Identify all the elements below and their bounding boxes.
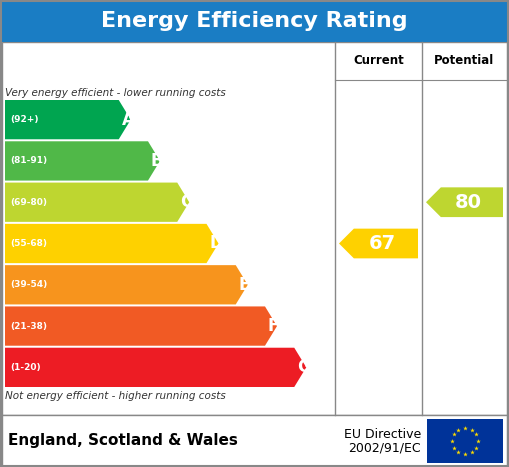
Text: Very energy efficient - lower running costs: Very energy efficient - lower running co… xyxy=(5,88,226,98)
Bar xyxy=(427,419,503,463)
Text: (69-80): (69-80) xyxy=(10,198,47,207)
Bar xyxy=(2,415,507,467)
Text: EU Directive: EU Directive xyxy=(344,427,421,440)
Bar xyxy=(2,42,507,415)
Text: 80: 80 xyxy=(455,193,482,212)
Text: Not energy efficient - higher running costs: Not energy efficient - higher running co… xyxy=(5,391,226,401)
Text: F: F xyxy=(268,317,279,335)
Text: Current: Current xyxy=(353,55,404,68)
Text: C: C xyxy=(180,193,192,211)
Polygon shape xyxy=(339,229,418,258)
Text: A: A xyxy=(122,111,134,128)
Text: D: D xyxy=(210,234,223,253)
Polygon shape xyxy=(5,224,218,263)
Text: England, Scotland & Wales: England, Scotland & Wales xyxy=(8,433,238,448)
Text: (21-38): (21-38) xyxy=(10,322,47,331)
Polygon shape xyxy=(5,100,131,139)
Text: (39-54): (39-54) xyxy=(10,280,47,289)
Text: (81-91): (81-91) xyxy=(10,156,47,165)
Text: G: G xyxy=(297,358,311,376)
Text: B: B xyxy=(151,152,163,170)
Bar xyxy=(0,0,509,42)
Text: (1-20): (1-20) xyxy=(10,363,41,372)
Polygon shape xyxy=(426,187,503,217)
Text: 67: 67 xyxy=(369,234,396,253)
Text: E: E xyxy=(239,276,250,294)
Polygon shape xyxy=(5,183,189,222)
Polygon shape xyxy=(5,265,248,304)
Polygon shape xyxy=(5,306,277,346)
Text: (55-68): (55-68) xyxy=(10,239,47,248)
Polygon shape xyxy=(5,348,306,387)
Text: 2002/91/EC: 2002/91/EC xyxy=(348,441,421,454)
Text: Energy Efficiency Rating: Energy Efficiency Rating xyxy=(101,11,408,31)
Text: (92+): (92+) xyxy=(10,115,39,124)
Text: Potential: Potential xyxy=(434,55,495,68)
Polygon shape xyxy=(5,142,160,181)
